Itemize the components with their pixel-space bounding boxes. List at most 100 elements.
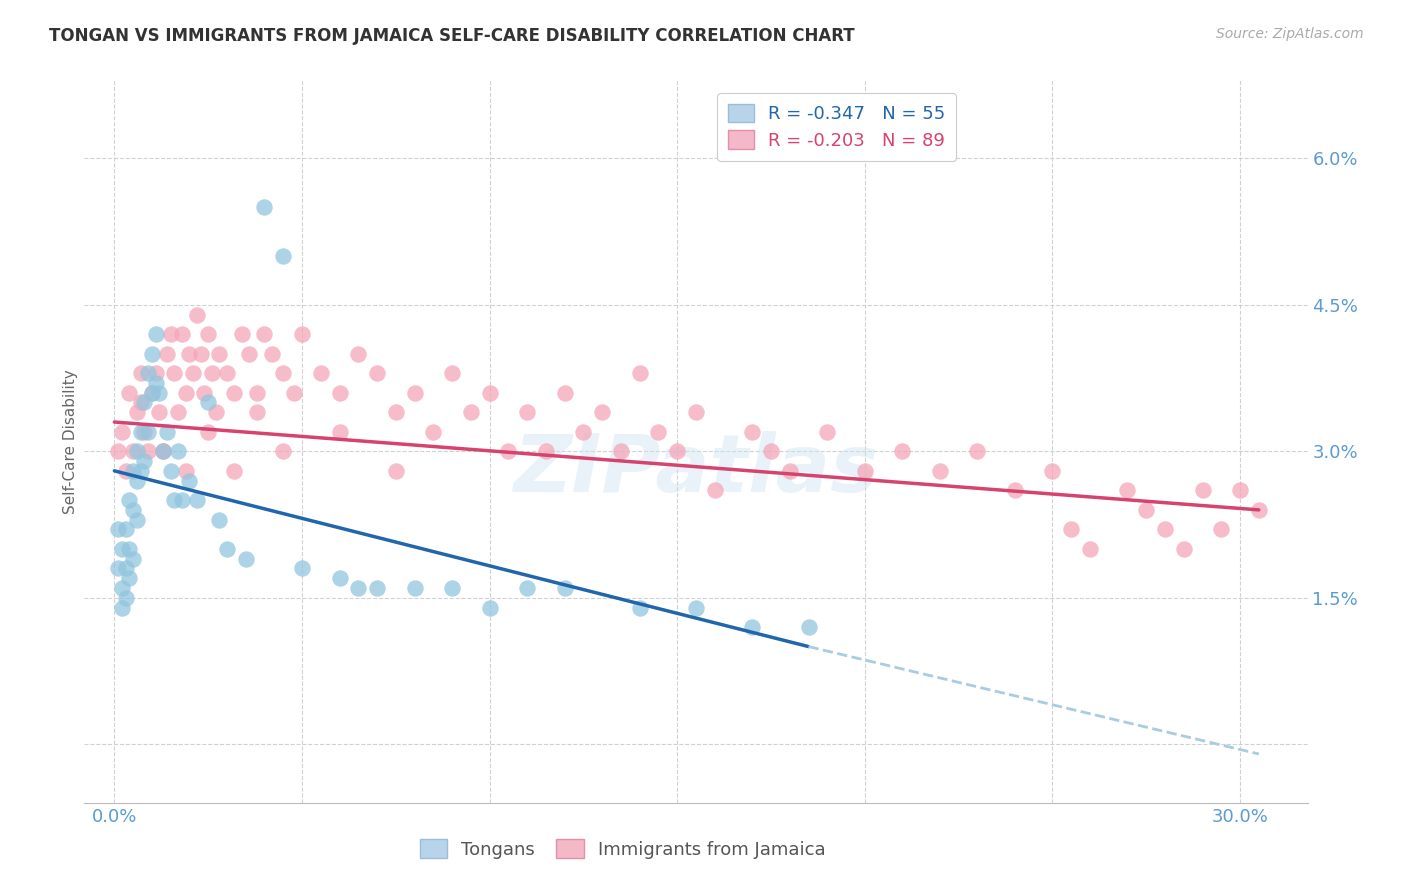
Point <box>1229 483 1251 498</box>
Point <box>283 385 305 400</box>
Point <box>779 464 801 478</box>
Point <box>141 385 163 400</box>
Point <box>534 444 557 458</box>
Point <box>685 600 707 615</box>
Point <box>1004 483 1026 498</box>
Point <box>125 444 148 458</box>
Point <box>231 327 253 342</box>
Point <box>1211 523 1233 537</box>
Legend: Tongans, Immigrants from Jamaica: Tongans, Immigrants from Jamaica <box>412 832 832 866</box>
Point <box>347 346 370 360</box>
Point <box>498 444 520 458</box>
Point <box>478 600 501 615</box>
Point <box>404 581 426 595</box>
Point <box>1135 503 1157 517</box>
Point <box>685 405 707 419</box>
Point <box>291 561 314 575</box>
Point <box>152 444 174 458</box>
Point <box>122 551 145 566</box>
Point <box>148 385 170 400</box>
Point <box>1116 483 1139 498</box>
Point <box>179 346 201 360</box>
Point <box>136 425 159 439</box>
Point <box>125 405 148 419</box>
Point <box>797 620 820 634</box>
Point <box>246 385 269 400</box>
Point <box>815 425 838 439</box>
Point <box>174 385 197 400</box>
Point <box>554 385 576 400</box>
Point <box>271 444 294 458</box>
Point <box>111 581 134 595</box>
Point <box>347 581 370 595</box>
Point <box>118 541 141 556</box>
Point <box>125 474 148 488</box>
Point <box>647 425 669 439</box>
Point <box>1173 541 1195 556</box>
Point <box>190 346 212 360</box>
Point <box>1060 523 1083 537</box>
Point <box>193 385 215 400</box>
Point <box>122 503 145 517</box>
Point <box>404 385 426 400</box>
Point <box>118 493 141 508</box>
Point <box>291 327 314 342</box>
Point <box>741 425 763 439</box>
Point <box>253 200 276 214</box>
Point <box>152 444 174 458</box>
Point <box>122 444 145 458</box>
Point <box>253 327 276 342</box>
Point <box>145 366 167 380</box>
Point <box>1078 541 1101 556</box>
Point <box>156 346 179 360</box>
Point <box>197 425 219 439</box>
Point <box>328 385 350 400</box>
Point <box>174 464 197 478</box>
Point <box>204 405 226 419</box>
Point <box>366 366 388 380</box>
Point <box>271 249 294 263</box>
Point <box>125 513 148 527</box>
Point <box>136 366 159 380</box>
Text: ZIPatlas: ZIPatlas <box>513 432 879 509</box>
Point <box>208 346 231 360</box>
Point <box>246 405 269 419</box>
Point <box>107 561 129 575</box>
Point <box>628 600 651 615</box>
Point <box>111 541 134 556</box>
Point <box>328 425 350 439</box>
Point <box>1154 523 1177 537</box>
Point <box>186 308 208 322</box>
Point <box>516 405 538 419</box>
Point <box>853 464 876 478</box>
Point <box>159 464 181 478</box>
Point <box>134 395 156 409</box>
Point <box>238 346 260 360</box>
Point <box>167 444 190 458</box>
Point <box>516 581 538 595</box>
Point <box>134 425 156 439</box>
Point <box>271 366 294 380</box>
Y-axis label: Self-Care Disability: Self-Care Disability <box>63 369 77 514</box>
Point <box>179 474 201 488</box>
Point <box>111 600 134 615</box>
Point <box>891 444 914 458</box>
Text: Source: ZipAtlas.com: Source: ZipAtlas.com <box>1216 27 1364 41</box>
Point <box>145 327 167 342</box>
Point <box>148 405 170 419</box>
Point <box>122 464 145 478</box>
Point <box>441 581 464 595</box>
Point <box>107 444 129 458</box>
Point <box>129 464 152 478</box>
Point <box>666 444 689 458</box>
Point <box>129 395 152 409</box>
Point <box>215 541 238 556</box>
Point <box>208 513 231 527</box>
Point <box>1191 483 1213 498</box>
Point <box>966 444 988 458</box>
Point <box>159 327 181 342</box>
Point <box>167 405 190 419</box>
Point <box>928 464 950 478</box>
Point <box>114 464 136 478</box>
Point <box>201 366 224 380</box>
